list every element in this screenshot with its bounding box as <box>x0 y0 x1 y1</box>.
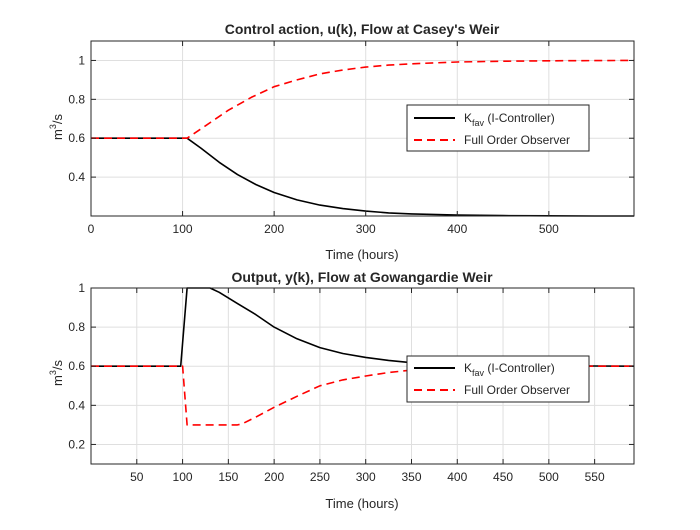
axes-box <box>90 40 635 217</box>
chart-title: Output, y(k), Flow at Gowangardie Weir <box>231 269 493 285</box>
legend: Kfav (I-Controller) Full Order Observer <box>406 355 590 403</box>
chart-title: Control action, u(k), Flow at Casey's We… <box>225 21 500 37</box>
x-tick-label: 150 <box>218 470 238 484</box>
x-tick-label: 250 <box>310 470 330 484</box>
x-tick-label: 500 <box>539 222 559 236</box>
x-axis-label: Time (hours) <box>325 247 398 262</box>
legend-entry-observer: Full Order Observer <box>464 133 570 147</box>
x-tick-label: 0 <box>88 222 95 236</box>
legend-entry-kfav-rest: (I-Controller) <box>484 111 555 125</box>
x-tick-label: 200 <box>264 222 284 236</box>
legend-entry-kfav: Kfav (I-Controller) <box>464 111 555 128</box>
x-tick-label: 500 <box>539 470 559 484</box>
x-tick-label: 100 <box>173 222 193 236</box>
y-tick-label: 1 <box>78 281 85 295</box>
y-axis-label-base: m <box>50 129 65 140</box>
y-tick-label: 0.8 <box>68 92 85 106</box>
y-tick-label: 0.4 <box>68 398 85 412</box>
legend-entry-kfav-main: K <box>464 361 472 375</box>
legend-entry-kfav-sub: fav <box>472 368 485 378</box>
y-tick-label: 0.6 <box>68 131 85 145</box>
axes-box <box>90 287 635 465</box>
y-tick-label: 1 <box>78 53 85 67</box>
x-tick-label: 350 <box>401 470 421 484</box>
legend-box <box>406 355 590 403</box>
y-axis-label-rest: /s <box>50 114 65 125</box>
y-axis-label-rest: /s <box>50 360 65 371</box>
legend-entry-kfav-rest: (I-Controller) <box>484 361 555 375</box>
legend: Kfav (I-Controller) Full Order Observer <box>406 104 590 152</box>
x-tick-label: 200 <box>264 470 284 484</box>
y-tick-label: 0.2 <box>68 437 85 451</box>
y-axis-label-sup: 3 <box>48 124 58 129</box>
x-tick-label: 300 <box>356 470 376 484</box>
x-tick-label: 100 <box>173 470 193 484</box>
legend-entry-observer: Full Order Observer <box>464 383 570 397</box>
x-tick-label: 450 <box>493 470 513 484</box>
x-tick-label: 400 <box>447 470 467 484</box>
legend-entry-kfav-main: K <box>464 111 472 125</box>
y-axis-label: m3/s <box>48 114 65 140</box>
y-axis-label-base: m <box>50 375 65 386</box>
legend-box <box>406 104 590 152</box>
legend-entry-kfav-sub: fav <box>472 118 485 128</box>
y-tick-label: 0.6 <box>68 359 85 373</box>
subplot-bottom: Output, y(k), Flow at Gowangardie Weir T… <box>48 269 635 511</box>
x-axis-label: Time (hours) <box>325 496 398 511</box>
x-tick-label: 50 <box>130 470 144 484</box>
y-tick-label: 0.4 <box>68 170 85 184</box>
x-tick-label: 300 <box>356 222 376 236</box>
series-line-observer <box>91 59 635 139</box>
legend-entry-kfav: Kfav (I-Controller) <box>464 361 555 378</box>
y-axis-label: m3/s <box>48 360 65 386</box>
subplot-top: Control action, u(k), Flow at Casey's We… <box>48 21 635 262</box>
x-tick-label: 400 <box>447 222 467 236</box>
y-tick-label: 0.8 <box>68 320 85 334</box>
x-tick-label: 550 <box>585 470 605 484</box>
y-axis-label-sup: 3 <box>48 370 58 375</box>
